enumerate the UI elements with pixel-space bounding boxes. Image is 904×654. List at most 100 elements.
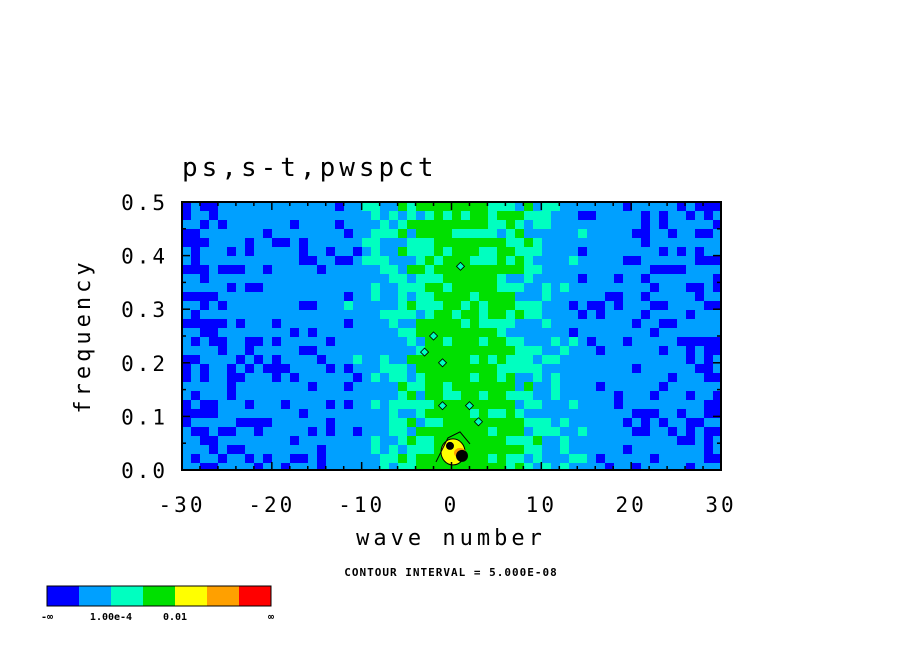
heatmap-cell [254, 220, 264, 230]
heatmap-cell [335, 463, 345, 470]
heatmap-cell [533, 202, 543, 212]
heatmap-cell [488, 427, 498, 437]
heatmap-cell [308, 211, 318, 221]
heatmap-cell [551, 256, 561, 266]
heatmap-cell [236, 337, 246, 347]
heatmap-cell [344, 382, 354, 392]
heatmap-cell [542, 265, 552, 275]
heatmap-cell [389, 427, 399, 437]
heatmap-cell [317, 355, 327, 365]
heatmap-cell [623, 337, 633, 347]
heatmap-cell [488, 364, 498, 374]
heatmap-cell [353, 211, 363, 221]
heatmap-cell [281, 220, 291, 230]
heatmap-cell [281, 247, 291, 257]
heatmap-cell [236, 382, 246, 392]
heatmap-cell [308, 301, 318, 311]
heatmap-cell [218, 346, 228, 356]
heatmap-cell [227, 445, 237, 455]
heatmap-cell [416, 301, 426, 311]
heatmap-cell [254, 454, 264, 464]
heatmap-cell [272, 463, 282, 470]
heatmap-cell [695, 256, 705, 266]
heatmap-cell [434, 220, 444, 230]
heatmap-cell [326, 337, 336, 347]
heatmap-cell [263, 391, 273, 401]
heatmap-cell [632, 265, 642, 275]
heatmap-cell [704, 337, 714, 347]
heatmap-cell [353, 355, 363, 365]
heatmap-cell [686, 238, 696, 248]
heatmap-cell [542, 328, 552, 338]
heatmap-cell [344, 265, 354, 275]
heatmap-cell [515, 310, 525, 320]
heatmap-cell [515, 382, 525, 392]
heatmap-cell [560, 463, 570, 470]
heatmap-cell [605, 337, 615, 347]
heatmap-cell [344, 301, 354, 311]
heatmap-cell [191, 328, 201, 338]
heatmap-cell [686, 211, 696, 221]
heatmap-cell [290, 454, 300, 464]
heatmap-cell [353, 400, 363, 410]
y-axis-label: frequency [71, 258, 96, 413]
heatmap-cell [560, 301, 570, 311]
heatmap-cell [299, 355, 309, 365]
heatmap-cell [596, 463, 606, 470]
heatmap-cell [695, 202, 705, 212]
heatmap-cell [317, 409, 327, 419]
heatmap-cell [272, 364, 282, 374]
heatmap-cell [434, 256, 444, 266]
heatmap-cell [614, 229, 624, 239]
heatmap-cell [713, 454, 721, 464]
heatmap-cell [659, 274, 669, 284]
heatmap-cell [461, 328, 471, 338]
heatmap-cell [605, 409, 615, 419]
heatmap-cell [632, 202, 642, 212]
heatmap-cell [641, 400, 651, 410]
heatmap-cell [254, 301, 264, 311]
heatmap-cell [704, 454, 714, 464]
heatmap-cell [587, 400, 597, 410]
heatmap-cell [317, 391, 327, 401]
heatmap-cell [695, 247, 705, 257]
heatmap-cell [524, 256, 534, 266]
heatmap-cell [659, 391, 669, 401]
heatmap-cell [542, 445, 552, 455]
heatmap-cell [470, 364, 480, 374]
heatmap-cell [308, 292, 318, 302]
heatmap-cell [362, 274, 372, 284]
heatmap-cell [353, 274, 363, 284]
heatmap-cell [299, 238, 309, 248]
heatmap-cell [398, 337, 408, 347]
heatmap-cell [488, 346, 498, 356]
heatmap-cell [686, 247, 696, 257]
heatmap-cell [704, 265, 714, 275]
heatmap-cell [686, 382, 696, 392]
heatmap-cell [560, 319, 570, 329]
heatmap-cell [479, 328, 489, 338]
heatmap-cell [713, 265, 721, 275]
heatmap-cell [380, 436, 390, 446]
heatmap-cell [713, 418, 721, 428]
heatmap-cell [578, 301, 588, 311]
heatmap-cell [470, 265, 480, 275]
heatmap-cell [254, 382, 264, 392]
heatmap-cell [362, 463, 372, 470]
heatmap-cell [371, 247, 381, 257]
heatmap-cell [569, 409, 579, 419]
heatmap-cell [245, 247, 255, 257]
heatmap-cell [470, 445, 480, 455]
heatmap-cell [209, 382, 219, 392]
heatmap-cell [569, 382, 579, 392]
heatmap-cell [443, 220, 453, 230]
heatmap-cell [704, 400, 714, 410]
heatmap-cell [407, 445, 417, 455]
heatmap-cell [614, 346, 624, 356]
heatmap-cell [335, 418, 345, 428]
heatmap-cell [245, 409, 255, 419]
heatmap-cell [290, 202, 300, 212]
heatmap-cell [326, 463, 336, 470]
heatmap-cell [506, 427, 516, 437]
heatmap-cell [659, 247, 669, 257]
